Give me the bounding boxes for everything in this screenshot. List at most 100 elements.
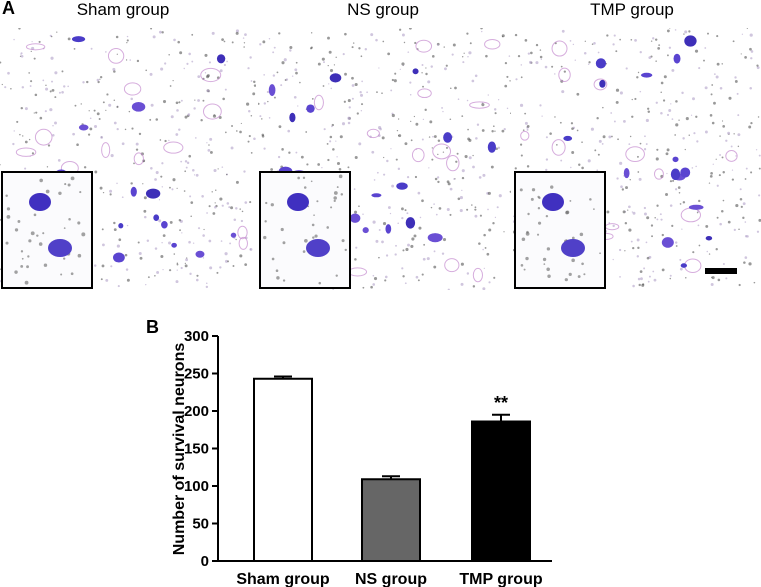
speckle-dot <box>628 228 632 232</box>
stained-neuron <box>230 232 237 238</box>
speckle-dot <box>471 79 475 83</box>
speckle-dot <box>225 173 228 176</box>
speckle-dot <box>288 151 291 154</box>
speckle-dot <box>94 264 97 267</box>
speckle-dot <box>158 219 162 223</box>
speckle-dot <box>496 206 499 209</box>
speckle-dot <box>359 90 362 94</box>
speckle-dot <box>628 205 631 209</box>
speckle-dot <box>29 85 32 88</box>
pink-cell-outline <box>202 103 222 120</box>
speckle-dot <box>421 273 424 276</box>
inset-speckle <box>20 264 24 268</box>
speckle-dot <box>384 279 387 282</box>
speckle-dot <box>718 174 721 177</box>
speckle-dot <box>474 214 478 218</box>
speckle-dot <box>347 166 350 169</box>
speckle-dot <box>10 87 12 90</box>
speckle-dot <box>389 212 392 215</box>
speckle-dot <box>339 135 343 139</box>
speckle-dot <box>631 211 634 213</box>
speckle-dot <box>277 155 281 159</box>
speckle-dot <box>617 138 619 141</box>
speckle-dot <box>487 191 491 195</box>
speckle-dot <box>168 269 172 272</box>
speckle-dot <box>643 267 646 270</box>
speckle-dot <box>358 205 360 208</box>
speckle-dot <box>749 33 753 37</box>
speckle-dot <box>329 135 333 139</box>
speckle-dot <box>140 152 144 156</box>
speckle-dot <box>121 142 125 146</box>
speckle-dot <box>391 184 395 188</box>
pink-cell-outline <box>101 142 111 158</box>
speckle-dot <box>634 38 637 42</box>
speckle-dot <box>235 31 239 35</box>
speckle-dot <box>495 147 498 150</box>
speckle-dot <box>509 80 511 82</box>
speckle-dot <box>24 167 27 170</box>
speckle-dot <box>554 116 556 118</box>
inset-speckle <box>599 252 601 255</box>
speckle-dot <box>224 252 228 256</box>
speckle-dot <box>253 137 256 140</box>
speckle-dot <box>721 156 724 159</box>
speckle-dot <box>655 101 658 104</box>
speckle-dot <box>214 202 216 204</box>
inset-speckle <box>338 174 343 179</box>
speckle-dot <box>659 213 662 216</box>
speckle-dot <box>615 50 618 53</box>
speckle-dot <box>745 167 748 170</box>
speckle-dot <box>638 283 641 287</box>
stained-neuron <box>688 204 704 210</box>
speckle-dot <box>619 275 621 278</box>
speckle-dot <box>216 271 219 274</box>
speckle-dot <box>476 123 480 126</box>
speckle-dot <box>402 275 405 278</box>
speckle-dot <box>482 173 486 177</box>
speckle-dot <box>660 218 663 221</box>
speckle-dot <box>570 166 572 169</box>
speckle-dot <box>690 114 693 116</box>
speckle-dot <box>417 279 420 282</box>
speckle-dot <box>333 64 336 66</box>
speckle-dot <box>514 33 518 37</box>
speckle-dot <box>30 50 32 53</box>
speckle-dot <box>436 43 439 46</box>
speckle-dot <box>453 178 455 180</box>
speckle-dot <box>464 154 468 159</box>
speckle-dot <box>506 107 509 110</box>
pink-cell-outline <box>469 101 490 109</box>
speckle-dot <box>631 115 634 118</box>
speckle-dot <box>82 81 85 84</box>
speckle-dot <box>162 268 164 271</box>
inset-speckle <box>60 273 63 276</box>
inset-speckle <box>537 207 541 210</box>
speckle-dot <box>487 94 489 96</box>
speckle-dot <box>278 32 281 35</box>
speckle-dot <box>131 127 134 130</box>
pink-cell-outline <box>625 146 645 163</box>
speckle-dot <box>615 100 619 104</box>
speckle-dot <box>230 146 234 150</box>
stained-neuron <box>623 168 630 179</box>
speckle-dot <box>54 71 58 75</box>
speckle-dot <box>524 121 528 125</box>
inset-speckle <box>64 183 67 186</box>
speckle-dot <box>667 54 669 57</box>
speckle-dot <box>627 209 629 211</box>
speckle-dot <box>383 156 385 159</box>
speckle-dot <box>742 216 745 220</box>
speckle-dot <box>179 51 183 55</box>
speckle-dot <box>475 137 478 140</box>
speckle-dot <box>474 74 478 78</box>
inset-neuron <box>561 239 585 257</box>
speckle-dot <box>355 246 358 249</box>
speckle-dot <box>481 129 485 132</box>
speckle-dot <box>193 107 196 110</box>
speckle-dot <box>375 38 378 42</box>
speckle-dot <box>220 240 223 242</box>
speckle-dot <box>742 202 746 206</box>
speckle-dot <box>462 56 464 58</box>
speckle-dot <box>263 147 266 150</box>
